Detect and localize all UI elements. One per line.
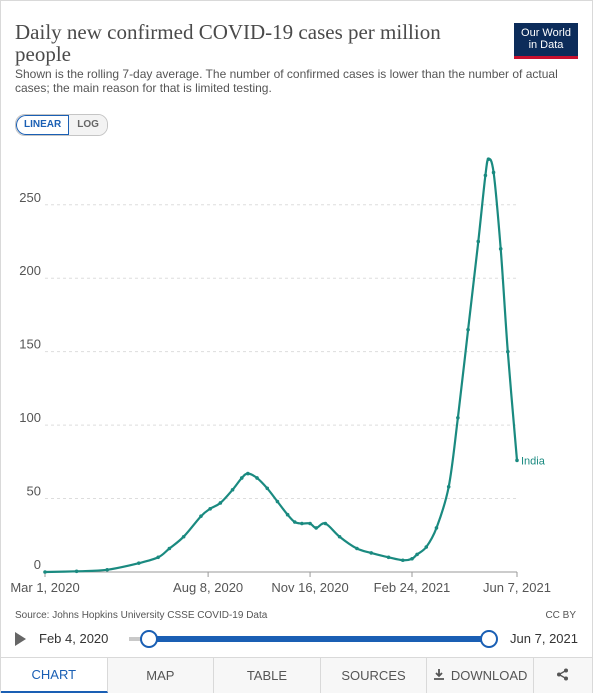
data-point-12 [246,471,250,476]
play-icon[interactable] [15,632,26,646]
data-point-24 [369,551,374,555]
timeline-end-handle[interactable] [480,630,498,648]
data-point-20 [314,526,318,530]
data-point-1 [74,569,79,574]
timeline-start-label: Feb 4, 2020 [39,631,109,646]
download-icon [433,668,445,683]
series-group: India [43,157,546,574]
y-tick-label-0: 0 [34,557,41,572]
tab-table-label: TABLE [246,668,288,683]
timeline-start-handle[interactable] [140,630,158,648]
x-tick-label-0: Mar 1, 2020 [10,580,79,595]
data-point-27 [410,556,414,561]
y-tick-label-50: 50 [27,484,41,499]
data-point-21 [323,521,328,526]
data-point-33 [466,327,470,332]
tab-sources[interactable]: SOURCES [321,658,428,693]
data-point-8 [208,507,212,511]
data-point-40 [515,458,519,463]
tab-chart[interactable]: CHART [1,658,108,693]
data-point-3 [136,561,141,565]
chart-title: Daily new confirmed COVID-19 cases per m… [15,20,441,66]
logo-line-1: Our World [521,27,571,39]
tab-map-label: MAP [146,668,175,683]
linear-scale-button[interactable]: LINEAR [16,115,70,135]
data-point-6 [181,534,186,539]
tab-table[interactable]: TABLE [214,658,321,693]
x-tick-label-2: Nov 16, 2020 [271,580,348,595]
logo-line-2: in Data [528,39,564,51]
y-tick-label-150: 150 [19,337,41,352]
data-point-31 [446,485,451,489]
data-point-7 [199,514,203,518]
y-tick-label-100: 100 [19,410,41,425]
data-point-9 [218,501,223,505]
data-point-13 [255,476,259,480]
log-scale-button[interactable]: LOG [69,115,107,135]
data-point-32 [456,415,460,420]
data-point-23 [355,546,359,551]
data-point-35 [483,173,488,178]
data-point-39 [506,349,510,354]
data-point-2 [105,567,109,572]
share-icon [556,668,569,684]
data-point-5 [167,546,172,551]
owid-logo[interactable]: Our World in Data [514,23,578,59]
tab-share[interactable] [534,658,592,693]
series-line-india [44,157,519,574]
grid-lines [45,204,517,573]
y-tick-label-200: 200 [19,263,41,278]
tab-chart-label: CHART [31,667,77,682]
y-tick-label-250: 250 [19,190,41,205]
tab-sources-label: SOURCES [341,668,406,683]
line-chart: 0 50 100 150 200 250 Mar 1, 2020 Aug 8, 2020 No… [10,157,551,595]
tab-map[interactable]: MAP [108,658,215,693]
y-axis: 0 50 100 150 200 250 [19,190,41,572]
data-point-10 [230,487,235,492]
data-point-34 [476,239,481,244]
x-tick-label-3: Feb 24, 2021 [374,580,451,595]
data-point-36 [486,157,491,162]
tab-bar: CHART MAP TABLE SOURCES DOWNLOAD [1,657,592,693]
tab-download-label: DOWNLOAD [450,668,528,683]
data-point-22 [337,534,342,539]
data-point-14 [265,486,270,491]
data-point-29 [424,545,429,549]
x-tick-label-1: Aug 8, 2020 [173,580,243,595]
data-point-26 [401,558,405,563]
timeline-end-label: Jun 7, 2021 [510,631,578,646]
series-label-india: India [521,455,546,467]
data-point-28 [415,552,419,557]
tab-download[interactable]: DOWNLOAD [427,658,534,693]
scale-toggle: LINEAR LOG [15,114,108,136]
data-point-37 [491,170,496,175]
source-note: Source: Johns Hopkins University CSSE CO… [15,610,268,621]
data-point-19 [308,521,312,526]
x-tick-label-4: Jun 7, 2021 [483,580,551,595]
data-point-17 [292,520,297,524]
data-point-16 [285,512,290,517]
data-point-18 [300,521,304,526]
timeline: Feb 4, 2020 Jun 7, 2021 [15,629,580,649]
data-point-38 [498,247,503,251]
data-point-15 [275,499,280,504]
data-point-11 [239,476,244,480]
data-point-30 [434,526,439,530]
data-point-25 [386,555,391,560]
data-point-4 [156,555,160,560]
timeline-range [148,636,488,642]
chart-subtitle: Shown is the rolling 7-day average. The … [15,67,558,95]
data-point-0 [43,570,47,574]
x-axis: Mar 1, 2020 Aug 8, 2020 Nov 16, 2020 Feb 24… [10,571,551,595]
license-link[interactable]: CC BY [545,610,576,621]
